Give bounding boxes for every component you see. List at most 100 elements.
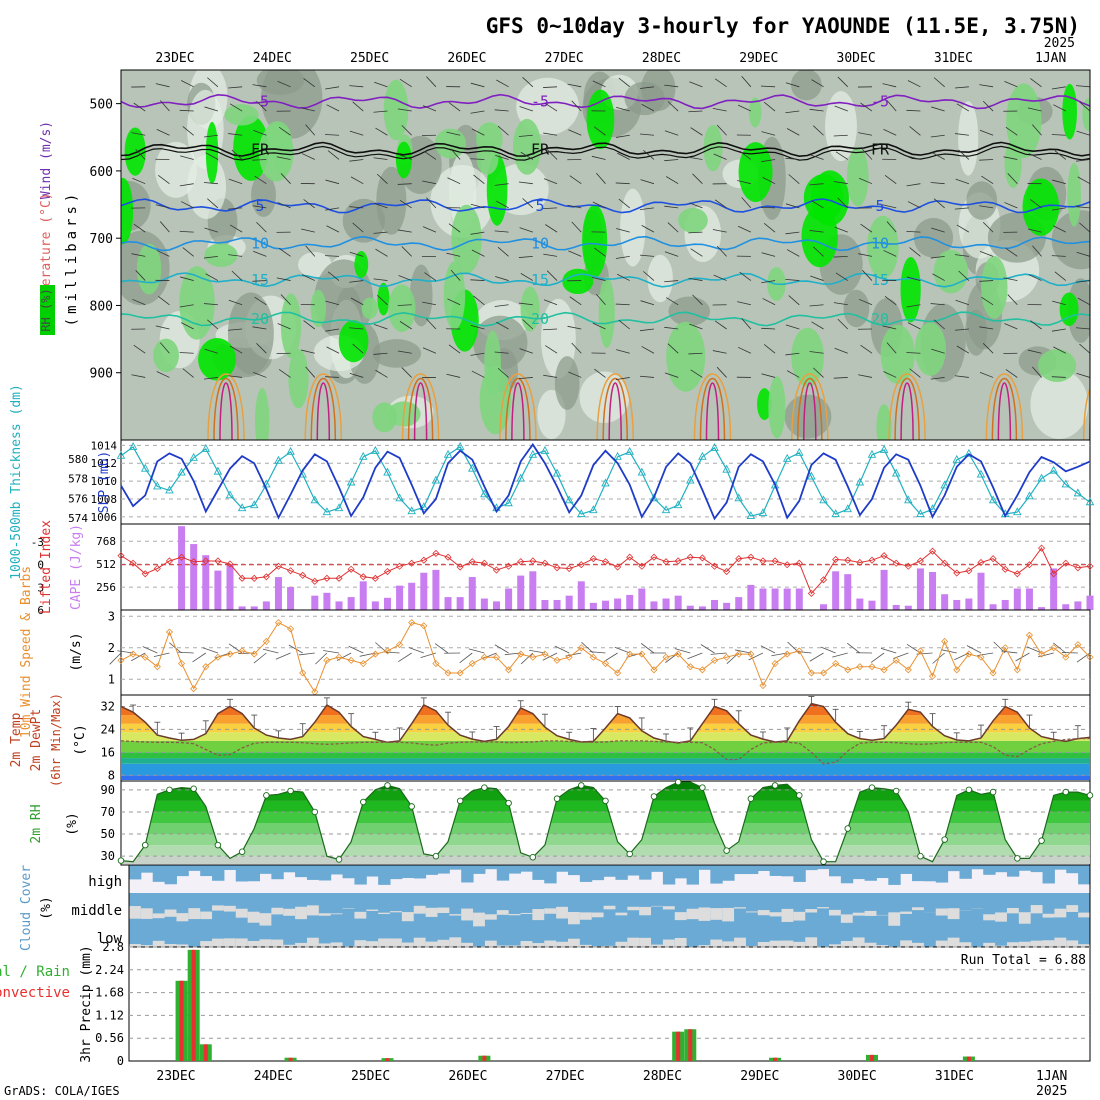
- rh-green-blob: [748, 97, 762, 128]
- li-marker: [347, 565, 355, 573]
- cloud-gap-cell: [449, 914, 462, 916]
- cloud-high-cell: [283, 865, 296, 873]
- rh-green-blob: [288, 348, 309, 409]
- cloud-high-cell: [413, 865, 427, 879]
- li-marker: [1013, 570, 1021, 578]
- cloud-gap-cell: [579, 912, 593, 920]
- temperature-contours: [121, 93, 1090, 440]
- rh-blob: [372, 339, 422, 368]
- rh-blob: [624, 81, 665, 116]
- upper-air-panel: -5 -5 -5 FR FR FR 5 5 5 10 10 10 15 15 15 20 20 20 500 600…: [39, 69, 1091, 441]
- li-marker: [723, 567, 731, 576]
- cloud-mid-cell: [817, 893, 830, 947]
- thickness-line: [120, 446, 1091, 517]
- cape-bar: [589, 602, 597, 610]
- wind-barb: [568, 129, 582, 136]
- wind-barb: [664, 280, 679, 283]
- wind-marker: [953, 666, 961, 674]
- wind-barb: [543, 207, 558, 210]
- cloud-gap-cell: [556, 906, 569, 919]
- cape-bar: [456, 597, 464, 610]
- wind-barb: [786, 370, 800, 378]
- wind-barb: [373, 278, 388, 281]
- thickness-tick-label: 576: [68, 492, 88, 505]
- thickness-marker: [443, 449, 453, 458]
- cloud-gap-cell: [852, 912, 866, 916]
- rh-marker: [311, 808, 319, 816]
- day-label-bottom: 24DEC: [254, 1069, 293, 1084]
- wind-barb: [617, 152, 630, 160]
- wind-barb: [713, 153, 727, 160]
- thickness-marker: [976, 469, 986, 478]
- cloud-gap-cell: [757, 910, 771, 916]
- wind-marker: [444, 669, 452, 677]
- rh-green-blob: [338, 320, 369, 363]
- wind-barb: [615, 255, 630, 259]
- thickness-marker: [395, 493, 404, 502]
- thickness-marker: [201, 443, 211, 452]
- cloud-gap-cell: [983, 914, 996, 921]
- thickness-legend: 1000-500mb Thickness (dm): [9, 384, 24, 580]
- cloud-gap-cell: [639, 906, 652, 916]
- rh-green-blob: [153, 338, 179, 373]
- cloud-mid-cell: [140, 893, 154, 947]
- li-marker: [977, 558, 985, 567]
- thickness-marker: [1073, 488, 1083, 497]
- li-marker: [190, 558, 198, 566]
- wind-barb: [156, 128, 170, 136]
- cloud-high-cell: [734, 865, 747, 875]
- cloud-mid-cell: [615, 893, 628, 947]
- cape-bar: [408, 582, 416, 610]
- wind-marker: [904, 666, 912, 674]
- cloud-gap-cell: [318, 913, 332, 916]
- wind-barb: [1030, 78, 1042, 88]
- wind-barb: [761, 85, 776, 88]
- wind-barb: [471, 370, 485, 378]
- surface-wind-barb: [700, 644, 715, 654]
- cape-bar: [723, 602, 731, 610]
- wind-barb: [979, 159, 994, 161]
- wind-marker: [456, 669, 464, 677]
- li-marker: [153, 564, 161, 573]
- cloud-high-cell: [1042, 865, 1055, 884]
- wind-barb: [121, 280, 122, 281]
- thickness-marker: [867, 449, 877, 458]
- wind-barb: [762, 298, 776, 306]
- rh-marker: [1086, 792, 1094, 799]
- cloud-low-gap: [200, 941, 213, 947]
- cape-bar: [250, 606, 258, 610]
- wind-barb: [450, 269, 461, 281]
- wind-barb: [1003, 156, 1018, 160]
- rh-green-blob: [205, 121, 219, 184]
- wind-marker: [129, 650, 137, 658]
- wind-marker: [928, 672, 937, 680]
- cloud-high-cell: [271, 865, 284, 880]
- cloud-gap-cell: [698, 907, 711, 921]
- li-marker: [505, 562, 513, 570]
- cloud-low-gap: [354, 940, 367, 947]
- wind-barb: [397, 229, 412, 233]
- wind-barb: [596, 172, 606, 184]
- li-marker: [117, 552, 125, 560]
- wind-barb: [689, 202, 703, 209]
- surface-wind-barb: [581, 641, 594, 654]
- surface-wind-barb: [192, 652, 207, 663]
- wind-barb: [278, 369, 291, 378]
- rh-blob: [966, 181, 998, 220]
- wind-barb: [906, 109, 921, 112]
- cloud-high-cell: [390, 865, 403, 880]
- cloud-high-cell: [473, 865, 486, 874]
- wind-barb: [131, 374, 146, 378]
- wind-marker: [165, 628, 174, 636]
- wind-marker: [541, 650, 549, 658]
- contour-label: FR: [531, 140, 550, 158]
- wind-barb: [664, 130, 679, 136]
- cloud-low-gap: [900, 940, 913, 947]
- thickness-marker: [879, 444, 889, 453]
- wind-barb: [933, 198, 945, 209]
- cloud-label-high: high: [88, 874, 122, 890]
- cloud-high-cell: [295, 865, 308, 878]
- cloud-mid-cell: [378, 893, 391, 947]
- wind-marker: [795, 647, 803, 655]
- cloud-gap-cell: [520, 912, 533, 914]
